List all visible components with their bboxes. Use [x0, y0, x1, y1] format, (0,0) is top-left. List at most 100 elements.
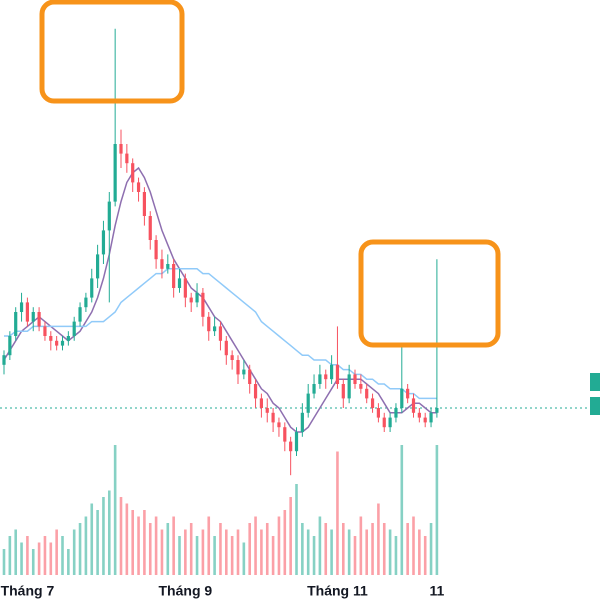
volume-bar: [37, 542, 41, 575]
volume-bar: [178, 536, 181, 575]
candle-body: [236, 360, 240, 375]
candle-body: [253, 384, 258, 399]
volume-bar: [342, 523, 345, 575]
candle-body: [335, 364, 340, 384]
candle-body: [195, 292, 199, 303]
candle-body: [172, 264, 176, 288]
price-layer: [0, 28, 600, 476]
candle-body: [382, 417, 386, 428]
candle-body: [107, 201, 111, 231]
candle-body: [8, 336, 12, 356]
volume-bar: [8, 536, 12, 575]
candle-body: [125, 153, 129, 164]
volume-bar: [394, 536, 398, 575]
volume-bar: [14, 529, 17, 575]
candle-body: [119, 144, 123, 154]
volume-bar: [125, 503, 129, 575]
volume-bar: [318, 516, 322, 575]
candle-body: [259, 398, 263, 408]
volume-bar: [412, 516, 415, 575]
candle-body: [429, 412, 433, 423]
volume-bar: [160, 529, 164, 575]
candle-body: [213, 326, 217, 332]
candle-body: [277, 422, 281, 428]
volume-bar: [20, 542, 23, 575]
volume-bar: [26, 536, 29, 575]
volume-bar: [388, 529, 392, 575]
candle-body: [411, 398, 416, 413]
highlight-box: [358, 239, 501, 348]
volume-bar: [400, 445, 404, 575]
volume-bar: [137, 516, 140, 575]
volume-bar: [61, 536, 64, 575]
volume-bar: [295, 484, 298, 575]
volume-bar: [213, 536, 216, 575]
volume-bar: [67, 549, 70, 575]
volume-bar: [365, 529, 368, 575]
candle-body: [37, 312, 41, 327]
candle-body: [417, 412, 421, 418]
candle-body: [341, 384, 345, 399]
volume-bar: [353, 536, 357, 575]
volume-bar: [2, 549, 6, 575]
candle-body: [400, 388, 404, 408]
x-tick-label: 11: [429, 583, 444, 599]
volume-bar: [108, 490, 111, 575]
volume-bar: [230, 536, 234, 575]
price-tag: [590, 373, 600, 391]
volume-bar: [406, 523, 409, 575]
candle-body: [318, 374, 322, 384]
volume-bar: [78, 523, 82, 575]
volume-bar: [429, 523, 433, 575]
volume-bar: [359, 516, 363, 575]
candle-body: [19, 302, 24, 312]
volume-bar: [49, 542, 53, 575]
candle-body: [312, 384, 316, 394]
candle-body: [271, 412, 275, 423]
candle-body: [242, 369, 246, 375]
volume-bar: [418, 529, 421, 575]
candle-body: [84, 297, 88, 308]
volume-bar: [435, 445, 439, 575]
candle-body: [353, 374, 357, 384]
candle-body: [365, 388, 369, 399]
candle-body: [131, 163, 135, 183]
candle-body: [66, 336, 70, 341]
candle-body: [306, 393, 310, 413]
moving-average-line: [3, 166, 437, 433]
candle-body: [283, 427, 287, 442]
candle-body: [230, 355, 234, 360]
candle-body: [160, 259, 164, 269]
volume-bar: [336, 451, 339, 575]
moving-average-line: [4, 268, 437, 400]
volume-bar: [96, 510, 99, 575]
volume-bar: [382, 523, 386, 575]
volume-bar: [31, 549, 35, 575]
volume-bar: [423, 536, 427, 575]
price-tag: [590, 397, 600, 415]
volume-bar: [207, 516, 211, 575]
candle-body: [388, 417, 392, 428]
candle-body: [394, 408, 398, 418]
candle-body: [142, 192, 146, 216]
candle-body: [294, 432, 299, 452]
x-tick-label: Tháng 9: [159, 583, 213, 599]
volume-bar: [371, 523, 374, 575]
candle-body: [189, 297, 193, 303]
volume-bar: [113, 445, 117, 575]
volume-bar: [283, 510, 287, 575]
candle-body: [324, 374, 328, 380]
candle-body: [248, 369, 252, 384]
candle-body: [218, 326, 223, 341]
volume-bar: [131, 510, 134, 575]
volume-bar: [265, 523, 269, 575]
volume-bar: [248, 523, 251, 575]
volume-bar: [277, 516, 281, 575]
candle-body: [207, 316, 211, 332]
volume-bar: [189, 523, 193, 575]
volume-bar: [184, 529, 187, 575]
x-tick-label: Tháng 11: [307, 583, 368, 599]
candle-body: [289, 441, 293, 452]
